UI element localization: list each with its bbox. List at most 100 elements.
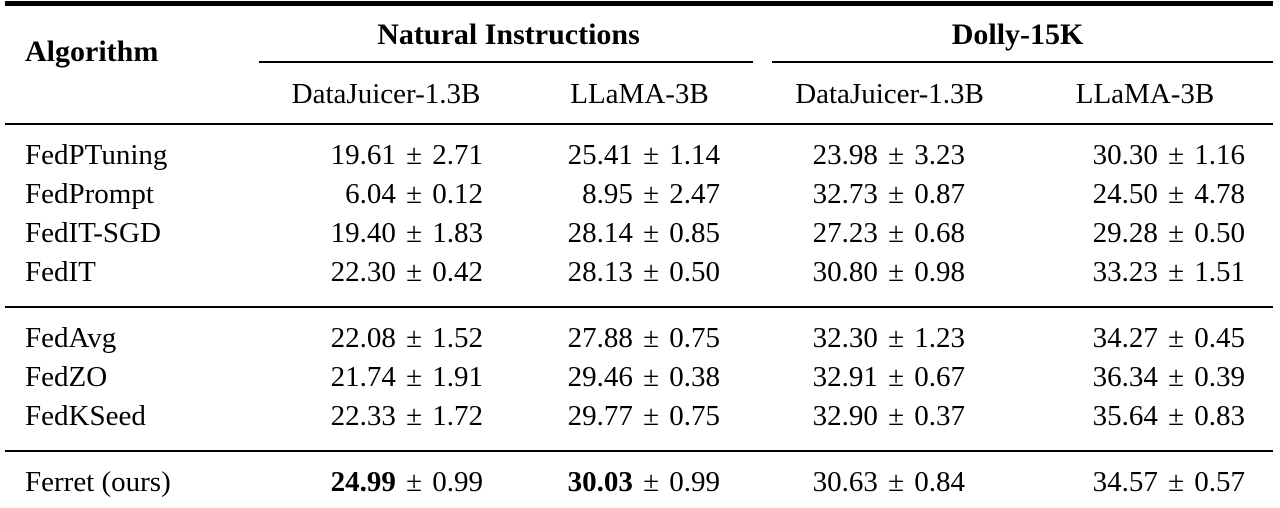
- value-cell: 25.41 ± 1.14: [517, 124, 762, 175]
- value-cell: 6.04 ± 0.12: [255, 175, 517, 214]
- std-value: 0.99: [669, 466, 721, 498]
- column-group-natural-instructions: Natural Instructions: [255, 4, 762, 64]
- plus-minus-sign: ±: [406, 217, 422, 249]
- algorithm-cell: Ferret (ours): [5, 450, 255, 508]
- std-value: 0.45: [1194, 322, 1246, 354]
- value-cell: 32.73 ± 0.87: [762, 175, 1017, 214]
- plus-minus-sign: ±: [888, 217, 905, 249]
- plus-minus-sign: ±: [1168, 139, 1185, 171]
- results-table: Algorithm Natural Instructions Dolly-15K…: [5, 1, 1274, 508]
- algorithm-cell: FedIT-SGD: [25, 217, 161, 249]
- table-row: Ferret (ours) 24.99 ± 0.99 30.03 ± 0.99 30.…: [5, 450, 1274, 508]
- std-value: 0.42: [432, 256, 483, 288]
- column-header-ni-datajuicer: DataJuicer-1.3B: [255, 63, 517, 125]
- value-cell: 29.77 ± 0.75: [517, 397, 762, 451]
- value-cell: 29.46 ± 0.38: [517, 358, 762, 397]
- plus-minus-sign: ±: [643, 322, 660, 354]
- table-row: FedAvg 22.08 ± 1.52 27.88 ± 0.75 32.30 ± 1.…: [5, 306, 1274, 358]
- std-value: 0.84: [914, 466, 966, 498]
- mean-value: 22.08: [330, 322, 396, 354]
- value-cell: 28.14 ± 0.85: [517, 214, 762, 253]
- std-value: 2.71: [432, 139, 483, 171]
- value-cell: 32.90 ± 0.37: [762, 397, 1017, 451]
- std-value: 1.72: [432, 400, 483, 432]
- plus-minus-sign: ±: [888, 322, 905, 354]
- std-value: 0.39: [1194, 361, 1246, 393]
- std-value: 1.52: [432, 322, 483, 354]
- mean-value: 32.30: [812, 322, 878, 354]
- header-subcolumn-row: DataJuicer-1.3B LLaMA-3B DataJuicer-1.3B…: [5, 63, 1274, 125]
- algorithm-cell: FedAvg: [5, 306, 255, 358]
- value-cell: 30.63 ± 0.84: [762, 450, 1018, 508]
- std-value: 0.85: [669, 217, 721, 249]
- value-cell: 29.28 ± 0.50: [1017, 214, 1273, 253]
- plus-minus-sign: ±: [643, 217, 660, 249]
- column-header-dolly-datajuicer: DataJuicer-1.3B: [762, 63, 1018, 125]
- std-value: 0.68: [914, 217, 966, 249]
- column-header-ni-llama: LLaMA-3B: [517, 63, 763, 125]
- plus-minus-sign: ±: [1168, 322, 1185, 354]
- std-value: 0.87: [914, 178, 966, 210]
- value-cell: 19.40 ± 1.83: [255, 214, 517, 253]
- mean-value: 32.90: [812, 400, 878, 432]
- value-cell: 22.08 ± 1.52: [255, 306, 517, 358]
- std-value: 0.50: [669, 256, 721, 288]
- plus-minus-sign: ±: [643, 178, 660, 210]
- std-value: 0.67: [914, 361, 966, 393]
- mean-value: 24.99: [330, 466, 396, 498]
- std-value: 4.78: [1194, 178, 1246, 210]
- mean-value: 23.98: [812, 139, 878, 171]
- std-value: 1.51: [1194, 256, 1246, 288]
- mean-value: 32.91: [812, 361, 878, 393]
- mean-value: 19.40: [330, 217, 396, 249]
- mean-value: 24.50: [1092, 178, 1158, 210]
- plus-minus-sign: ±: [643, 400, 660, 432]
- plus-minus-sign: ±: [888, 466, 905, 498]
- plus-minus-sign: ±: [888, 139, 905, 171]
- value-cell: 30.80 ± 0.98: [762, 253, 1017, 307]
- plus-minus-sign: ±: [406, 361, 422, 393]
- value-cell: 34.57 ± 0.57: [1017, 450, 1274, 508]
- plus-minus-sign: ±: [888, 361, 905, 393]
- mean-value: 34.57: [1092, 466, 1158, 498]
- plus-minus-sign: ±: [406, 139, 422, 171]
- value-cell: 21.74 ± 1.91: [255, 358, 517, 397]
- std-value: 1.91: [432, 361, 483, 393]
- value-cell: 22.33 ± 1.72: [255, 397, 517, 451]
- plus-minus-sign: ±: [888, 256, 905, 288]
- table-row: FedKSeed 22.33 ± 1.72 29.77 ± 0.75 32.90 ± …: [5, 397, 1273, 451]
- algorithm-cell: FedPrompt: [25, 178, 154, 210]
- plus-minus-sign: ±: [1168, 466, 1185, 498]
- mean-value: 19.61: [330, 139, 396, 171]
- std-value: 1.83: [432, 217, 483, 249]
- table-row: FedZO 21.74 ± 1.91 29.46 ± 0.38 32.91 ± 0.6…: [5, 358, 1273, 397]
- value-cell: 34.27 ± 0.45: [1017, 306, 1274, 358]
- std-value: 0.98: [914, 256, 966, 288]
- plus-minus-sign: ±: [1168, 256, 1185, 288]
- value-cell: 22.30 ± 0.42: [255, 253, 517, 307]
- mean-value: 33.23: [1092, 256, 1158, 288]
- mean-value: 27.88: [567, 322, 633, 354]
- std-value: 0.12: [432, 178, 483, 210]
- plus-minus-sign: ±: [1168, 217, 1185, 249]
- std-value: 2.47: [669, 178, 721, 210]
- plus-minus-sign: ±: [1168, 178, 1185, 210]
- mean-value: 28.14: [567, 217, 633, 249]
- plus-minus-sign: ±: [406, 400, 422, 432]
- algorithm-cell: FedZO: [25, 361, 108, 393]
- std-value: 1.14: [669, 139, 721, 171]
- mean-value: 6.04: [345, 178, 396, 210]
- plus-minus-sign: ±: [888, 400, 905, 432]
- value-cell: 30.30 ± 1.16: [1017, 124, 1273, 175]
- algorithm-cell: FedKSeed: [25, 400, 146, 432]
- value-cell: 32.30 ± 1.23: [762, 306, 1018, 358]
- column-group-dolly-15k: Dolly-15K: [762, 4, 1274, 64]
- group-label-natural-instructions: Natural Instructions: [377, 17, 640, 51]
- mean-value: 22.33: [330, 400, 396, 432]
- value-cell: 24.99 ± 0.99: [255, 450, 517, 508]
- std-value: 0.75: [669, 322, 721, 354]
- std-value: 0.50: [1194, 217, 1246, 249]
- plus-minus-sign: ±: [406, 256, 422, 288]
- algorithm-cell: FedIT: [25, 256, 96, 288]
- mean-value: 32.73: [812, 178, 878, 210]
